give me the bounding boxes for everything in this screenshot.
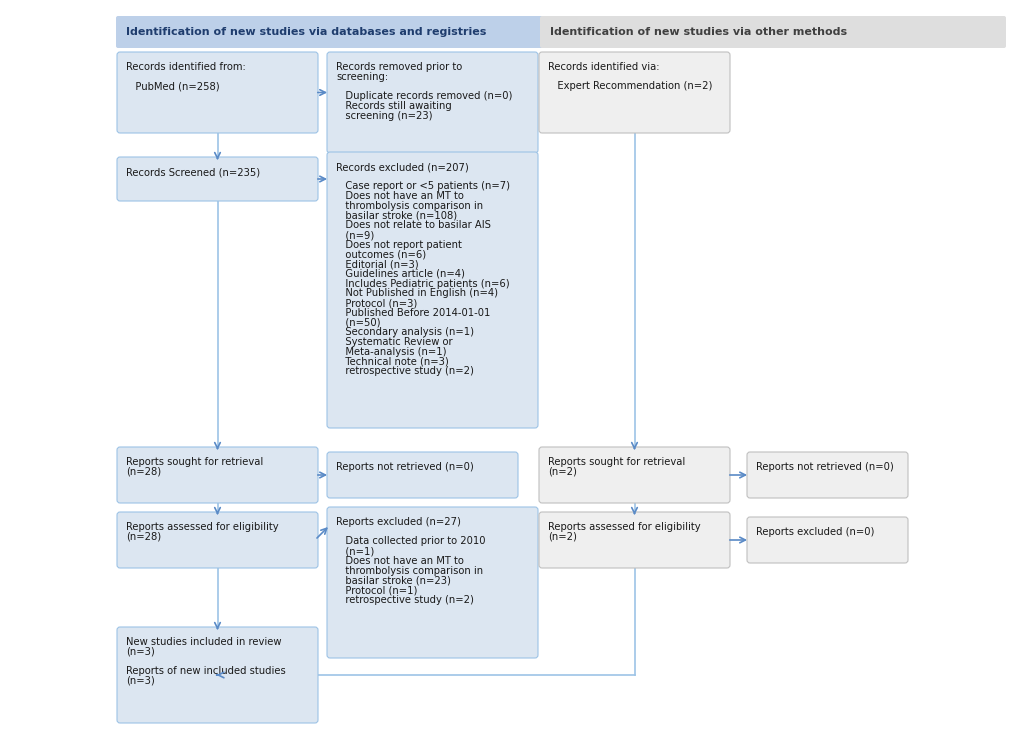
Text: Does not relate to basilar AIS: Does not relate to basilar AIS: [336, 221, 490, 230]
Text: retrospective study (n=2): retrospective study (n=2): [336, 366, 474, 376]
Text: Includes Pediatric patients (n=6): Includes Pediatric patients (n=6): [336, 279, 510, 289]
FancyBboxPatch shape: [540, 16, 1006, 48]
Text: Systematic Review or: Systematic Review or: [336, 337, 453, 347]
FancyBboxPatch shape: [327, 507, 538, 658]
FancyBboxPatch shape: [117, 157, 318, 201]
Text: Does not have an MT to: Does not have an MT to: [336, 191, 464, 201]
Text: (n=1): (n=1): [336, 546, 374, 556]
Text: Does not have an MT to: Does not have an MT to: [336, 556, 464, 566]
Text: Reports sought for retrieval: Reports sought for retrieval: [548, 457, 685, 467]
FancyBboxPatch shape: [117, 52, 318, 133]
Text: (n=3): (n=3): [126, 647, 155, 656]
Text: Reports not retrieved (n=0): Reports not retrieved (n=0): [336, 462, 474, 472]
Text: thrombolysis comparison in: thrombolysis comparison in: [336, 565, 483, 576]
Text: Editorial (n=3): Editorial (n=3): [336, 259, 419, 269]
Text: (n=2): (n=2): [548, 467, 577, 477]
Text: Records Screened (n=235): Records Screened (n=235): [126, 167, 260, 177]
Text: Identification of new studies via other methods: Identification of new studies via other …: [550, 27, 847, 37]
Text: Reports excluded (n=27): Reports excluded (n=27): [336, 517, 461, 527]
Text: Data collected prior to 2010: Data collected prior to 2010: [336, 536, 485, 546]
FancyBboxPatch shape: [539, 447, 730, 503]
FancyBboxPatch shape: [539, 512, 730, 568]
FancyBboxPatch shape: [327, 152, 538, 428]
Text: (n=28): (n=28): [126, 532, 161, 542]
Text: Reports not retrieved (n=0): Reports not retrieved (n=0): [756, 462, 894, 472]
Text: basilar stroke (n=23): basilar stroke (n=23): [336, 575, 451, 585]
Text: Guidelines article (n=4): Guidelines article (n=4): [336, 269, 465, 279]
Text: Protocol (n=3): Protocol (n=3): [336, 298, 417, 308]
Text: Secondary analysis (n=1): Secondary analysis (n=1): [336, 327, 474, 337]
Text: (n=9): (n=9): [336, 230, 374, 240]
Text: (n=28): (n=28): [126, 467, 161, 477]
FancyBboxPatch shape: [539, 52, 730, 133]
Text: Technical note (n=3): Technical note (n=3): [336, 357, 449, 366]
Text: Meta-analysis (n=1): Meta-analysis (n=1): [336, 346, 446, 357]
Text: New studies included in review: New studies included in review: [126, 637, 282, 647]
Text: (n=3): (n=3): [126, 676, 155, 686]
Text: Does not report patient: Does not report patient: [336, 240, 462, 250]
FancyBboxPatch shape: [117, 627, 318, 723]
Text: screening (n=23): screening (n=23): [336, 110, 432, 121]
FancyBboxPatch shape: [746, 517, 908, 563]
Text: Records identified via:: Records identified via:: [548, 62, 659, 72]
Text: PubMed (n=258): PubMed (n=258): [126, 81, 219, 92]
FancyBboxPatch shape: [116, 16, 570, 48]
Text: Expert Recommendation (n=2): Expert Recommendation (n=2): [548, 81, 713, 92]
Text: Protocol (n=1): Protocol (n=1): [336, 585, 418, 595]
Text: Records excluded (n=207): Records excluded (n=207): [336, 162, 469, 172]
Text: Reports assessed for eligibility: Reports assessed for eligibility: [548, 522, 700, 532]
Text: retrospective study (n=2): retrospective study (n=2): [336, 595, 474, 605]
Text: screening:: screening:: [336, 72, 388, 81]
FancyBboxPatch shape: [327, 452, 518, 498]
Text: Reports assessed for eligibility: Reports assessed for eligibility: [126, 522, 279, 532]
FancyBboxPatch shape: [117, 447, 318, 503]
FancyBboxPatch shape: [327, 52, 538, 153]
Text: thrombolysis comparison in: thrombolysis comparison in: [336, 201, 483, 211]
FancyBboxPatch shape: [117, 512, 318, 568]
Text: (n=2): (n=2): [548, 532, 577, 542]
Text: (n=50): (n=50): [336, 317, 381, 328]
FancyBboxPatch shape: [746, 452, 908, 498]
Text: basilar stroke (n=108): basilar stroke (n=108): [336, 211, 457, 221]
Text: Records removed prior to: Records removed prior to: [336, 62, 462, 72]
Text: Reports excluded (n=0): Reports excluded (n=0): [756, 527, 874, 537]
Text: Published Before 2014-01-01: Published Before 2014-01-01: [336, 308, 490, 317]
Text: Identification of new studies via databases and registries: Identification of new studies via databa…: [126, 27, 486, 37]
Text: Case report or <5 patients (n=7): Case report or <5 patients (n=7): [336, 181, 510, 192]
Text: Duplicate records removed (n=0): Duplicate records removed (n=0): [336, 91, 512, 101]
Text: Reports of new included studies: Reports of new included studies: [126, 666, 286, 676]
Text: Not Published in English (n=4): Not Published in English (n=4): [336, 289, 498, 298]
Text: Reports sought for retrieval: Reports sought for retrieval: [126, 457, 263, 467]
Text: outcomes (n=6): outcomes (n=6): [336, 249, 426, 260]
Text: Records identified from:: Records identified from:: [126, 62, 246, 72]
Text: Records still awaiting: Records still awaiting: [336, 101, 452, 111]
